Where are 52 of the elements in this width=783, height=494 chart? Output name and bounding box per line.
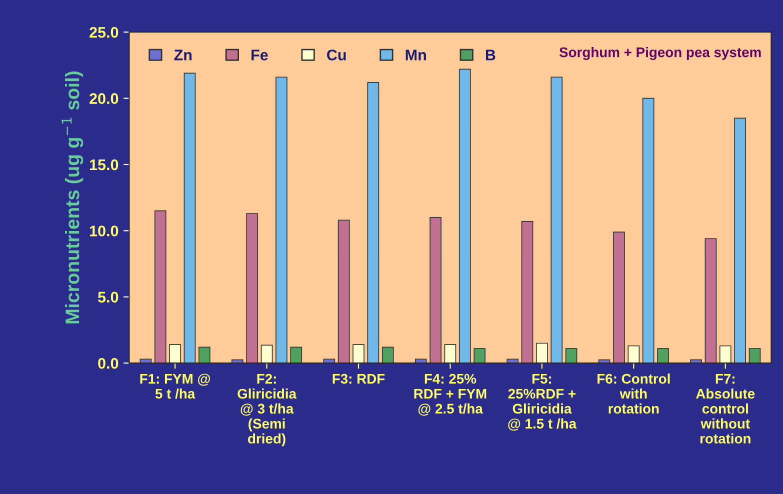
y-axis-title: Micronutrients (ug g$^{−1}$ soil) <box>62 72 84 324</box>
bar <box>323 358 336 364</box>
bar <box>246 213 258 364</box>
bar <box>444 344 456 364</box>
y-tick-label: 0.0 <box>98 358 118 369</box>
bar <box>198 346 210 364</box>
bar <box>290 346 302 364</box>
legend-label: Cu <box>327 50 346 60</box>
bar <box>565 348 578 364</box>
bar <box>704 238 717 364</box>
bar <box>642 98 654 364</box>
x-tick-label: F1: FYM @ 5 t /ha <box>140 374 210 399</box>
legend-label: Fe <box>252 50 268 60</box>
bar <box>506 358 519 364</box>
bar <box>338 220 350 364</box>
y-tick-label: 25.0 <box>90 26 118 38</box>
bar <box>154 210 166 364</box>
x-tick-label: F2: Gliricidia @ 3 t/ha (Semi dried) <box>238 374 297 446</box>
bar <box>367 82 380 364</box>
y-tick-label: 20.0 <box>90 93 118 104</box>
bar <box>352 344 364 364</box>
bar <box>430 217 442 364</box>
annotation: Sorghum + Pigeon pea system <box>559 47 761 60</box>
y-tick-label: 15.0 <box>90 159 118 170</box>
bar <box>458 68 471 364</box>
bar <box>719 345 732 364</box>
bar <box>260 344 273 364</box>
bar <box>536 342 548 364</box>
legend-label: B <box>486 50 496 60</box>
bar <box>169 344 181 364</box>
bar <box>613 232 625 364</box>
x-tick-label: F7: Absolute control without rotation <box>696 374 755 444</box>
bar <box>140 358 152 364</box>
legend-label: Mn <box>406 50 426 60</box>
y-tick-label: 5.0 <box>98 292 118 303</box>
x-tick-label: F4: 25% RDF + FYM @ 2.5 t/ha <box>414 374 486 416</box>
bar <box>184 72 196 364</box>
bar <box>734 118 746 364</box>
bar <box>748 348 761 364</box>
bar <box>414 358 427 364</box>
bar <box>657 348 669 364</box>
x-tick-label: F3: RDF <box>332 374 385 384</box>
bar <box>276 76 288 364</box>
y-tick-label: 10.0 <box>90 226 118 236</box>
bar <box>382 346 394 364</box>
bar <box>628 345 640 364</box>
bar <box>474 348 486 364</box>
x-tick-label: F5: 25%RDF + Gliricidia @ 1.5 t /ha <box>508 374 577 431</box>
bar <box>521 221 534 364</box>
x-tick-label: F6: Control with rotation <box>598 374 670 414</box>
bar <box>550 76 563 364</box>
legend-label: Zn <box>174 50 192 60</box>
